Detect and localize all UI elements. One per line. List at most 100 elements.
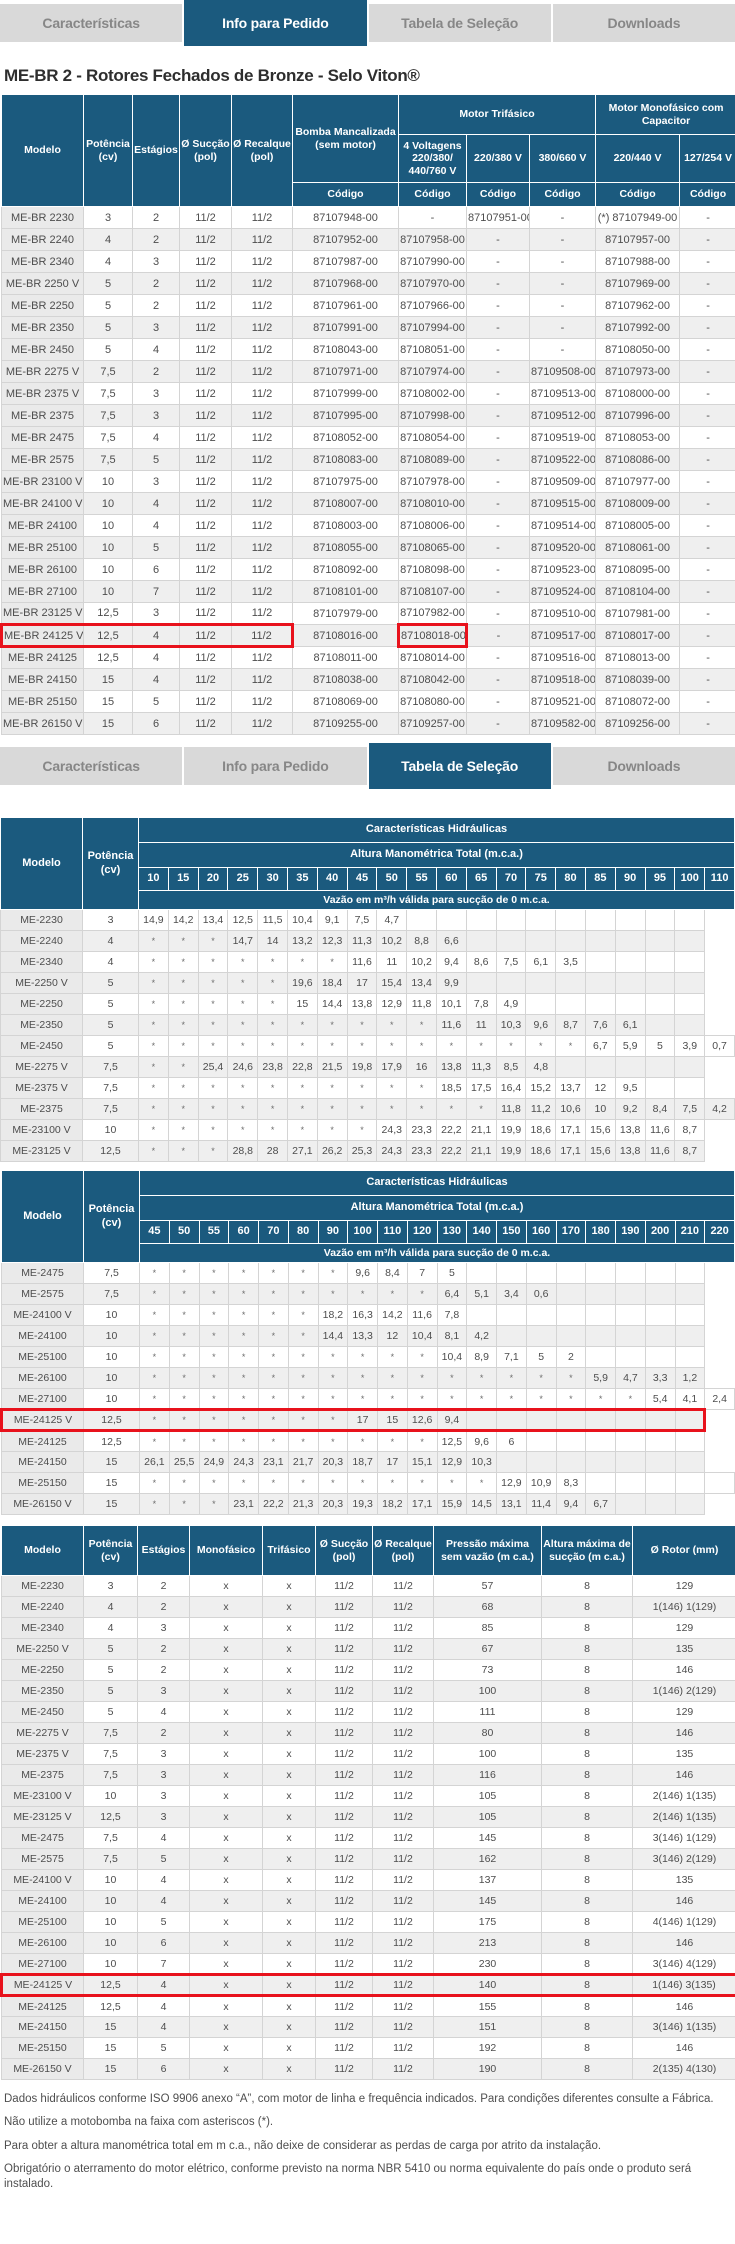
data-cell: 9,2 bbox=[614, 1098, 646, 1120]
data-cell: 87109513-00 bbox=[528, 382, 597, 405]
data-cell: 146 bbox=[632, 1890, 735, 1912]
data-cell: 11/2 bbox=[231, 492, 293, 515]
data-cell: 3,3 bbox=[644, 1367, 676, 1389]
data-cell: 2 bbox=[137, 1575, 190, 1597]
model-cell: ME-2475 bbox=[1, 1262, 84, 1284]
data-cell: * bbox=[406, 1098, 437, 1120]
data-cell: * bbox=[317, 1472, 349, 1494]
data-cell: * bbox=[525, 1367, 557, 1389]
data-cell: 12 bbox=[584, 1077, 616, 1099]
data-cell: * bbox=[138, 1140, 169, 1162]
data-cell: 87109523-00 bbox=[528, 558, 597, 581]
data-cell: * bbox=[167, 1056, 199, 1078]
data-cell: - bbox=[679, 448, 735, 471]
table-row: ME-2250 V 5 * * * * * 19,6 18,4 17 15,4 13,4 9,9 bbox=[0, 972, 735, 994]
data-cell: 6,4 bbox=[436, 1283, 468, 1305]
data-cell: * bbox=[258, 1388, 289, 1410]
model-cell: ME-26100 bbox=[1, 1932, 84, 1954]
data-cell: 4 bbox=[132, 492, 180, 515]
table-row: ME-BR 2475 7,5 4 11/2 11/2 87108052-00 8710805… bbox=[1, 426, 735, 449]
data-cell: * bbox=[197, 1014, 229, 1036]
altura-column-header: 110 bbox=[704, 867, 735, 891]
data-cell: * bbox=[138, 1098, 169, 1120]
tab-info-para-pedido-middle[interactable]: Info para Pedido bbox=[184, 747, 367, 785]
data-cell bbox=[555, 972, 586, 994]
col-header-modelo: Modelo bbox=[0, 817, 83, 910]
data-cell: 11/2 bbox=[231, 646, 293, 669]
data-cell: 11/2 bbox=[231, 404, 293, 427]
tab-tabela-de-selecao-middle[interactable]: Tabela de Seleção bbox=[368, 743, 551, 789]
data-cell: 11/2 bbox=[179, 470, 232, 493]
data-cell: 4 bbox=[137, 2016, 190, 2038]
data-cell: 10,1 bbox=[435, 993, 467, 1015]
data-cell: 11/2 bbox=[372, 1638, 434, 1660]
col-header-codigo: Código bbox=[292, 182, 399, 207]
tab-caracteristicas-top[interactable]: Características bbox=[0, 4, 183, 42]
data-cell: 13,8 bbox=[435, 1056, 467, 1078]
data-cell: * bbox=[197, 1098, 229, 1120]
data-cell: 6,1 bbox=[614, 1014, 646, 1036]
data-cell: 3 bbox=[137, 1785, 190, 1807]
data-cell: * bbox=[286, 1098, 318, 1120]
tab-info-para-pedido-top[interactable]: Info para Pedido bbox=[184, 0, 367, 46]
model-cell: ME-24125 bbox=[1, 1430, 84, 1452]
data-cell bbox=[435, 909, 467, 931]
data-cell: 13,8 bbox=[614, 1140, 646, 1162]
data-cell: 25,5 bbox=[168, 1451, 200, 1473]
model-cell: ME-BR 2250 bbox=[1, 294, 84, 317]
header-voltage-row: 4 Voltagens 220/380/ 440/760 V 220/380 V… bbox=[2, 134, 735, 183]
tab-downloads-top[interactable]: Downloads bbox=[552, 4, 735, 42]
data-cell bbox=[614, 1056, 646, 1078]
data-cell: 87109257-00 bbox=[398, 712, 467, 735]
data-cell: 7,5 bbox=[83, 1827, 138, 1849]
data-cell: x bbox=[262, 1911, 316, 1933]
data-cell: 87108055-00 bbox=[292, 536, 399, 559]
data-cell: * bbox=[495, 1035, 527, 1057]
data-cell: * bbox=[139, 1493, 170, 1515]
data-cell: 3 bbox=[83, 206, 133, 229]
data-cell: 8 bbox=[541, 1911, 633, 1933]
data-cell: 24,6 bbox=[227, 1056, 259, 1078]
data-cell: 4 bbox=[137, 1701, 190, 1723]
data-cell: 87109515-00 bbox=[528, 492, 597, 515]
data-cell: * bbox=[258, 1430, 289, 1452]
data-cell: * bbox=[139, 1472, 170, 1494]
footnote-aterramento: Obrigatório o aterramento do motor elétr… bbox=[4, 2163, 692, 2190]
data-cell: 15 bbox=[83, 1493, 140, 1515]
model-cell: ME-BR 2230 bbox=[1, 206, 84, 229]
data-cell bbox=[496, 1451, 527, 1473]
data-cell: 8 bbox=[541, 1743, 633, 1765]
tab-downloads-middle[interactable]: Downloads bbox=[552, 747, 735, 785]
data-cell: 192 bbox=[433, 2037, 542, 2059]
altura-column-header: 140 bbox=[466, 1220, 497, 1244]
data-cell: 8 bbox=[541, 1953, 633, 1975]
data-cell bbox=[644, 1283, 676, 1305]
data-cell: x bbox=[189, 1911, 263, 1933]
data-cell: x bbox=[262, 1827, 316, 1849]
data-cell: 11,6 bbox=[644, 1119, 676, 1141]
data-cell: 87109520-00 bbox=[528, 536, 597, 559]
data-cell: 11/2 bbox=[179, 250, 232, 273]
tab-tabela-de-selecao-top[interactable]: Tabela de Seleção bbox=[368, 4, 551, 42]
data-cell bbox=[674, 1493, 706, 1515]
data-cell: 87108016-00 bbox=[292, 624, 399, 647]
data-cell: 10 bbox=[83, 1785, 138, 1807]
data-cell: 18,2 bbox=[377, 1493, 408, 1515]
table-row: ME-26150 V 15 6 x x 11/2 11/2 190 8 2(135) 4(130) bbox=[1, 2058, 735, 2080]
data-cell: 8 bbox=[541, 1659, 633, 1681]
data-cell: 135 bbox=[632, 1743, 735, 1765]
tab-caracteristicas-middle[interactable]: Características bbox=[0, 747, 183, 785]
data-cell: - bbox=[528, 272, 597, 295]
data-cell: * bbox=[555, 1367, 587, 1389]
data-cell: * bbox=[197, 951, 229, 973]
data-cell: 7,5 bbox=[83, 426, 133, 449]
data-cell: 10,9 bbox=[525, 1472, 557, 1494]
table-row: ME-24125 V 12,5 * * * * * * * 17 15 12,6 9,4 bbox=[0, 1408, 735, 1432]
data-cell: * bbox=[525, 1388, 557, 1410]
table-row: ME-BR 2375 V 7,5 3 11/2 11/2 87107999-00 87108… bbox=[1, 382, 735, 405]
data-cell: 7,5 bbox=[82, 1098, 139, 1120]
data-cell bbox=[614, 909, 646, 931]
data-cell: 4 bbox=[132, 514, 180, 537]
data-cell: 57 bbox=[433, 1575, 542, 1597]
data-cell bbox=[495, 972, 527, 994]
